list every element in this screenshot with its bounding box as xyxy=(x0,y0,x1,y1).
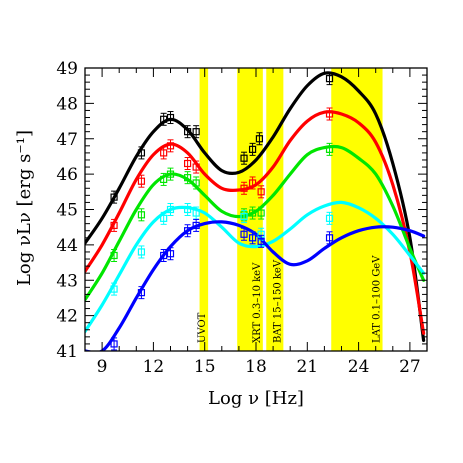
band-label-0: UVOT xyxy=(197,312,208,343)
data-point-0-7 xyxy=(248,142,257,156)
series-curve-1 xyxy=(85,110,426,335)
data-point-0-4 xyxy=(184,125,192,139)
data-point-1-2 xyxy=(160,146,168,160)
y-tick-label-2: 43 xyxy=(56,271,78,291)
data-point-4-5 xyxy=(192,218,200,232)
data-point-4-4 xyxy=(184,224,192,238)
data-point-1-5 xyxy=(192,160,200,174)
y-tick-label-8: 49 xyxy=(56,59,78,79)
data-point-4-0 xyxy=(110,337,118,351)
data-point-4-8 xyxy=(257,234,265,248)
data-point-0-5 xyxy=(192,125,200,139)
data-point-0-9 xyxy=(325,72,334,86)
x-tick-label-5: 24 xyxy=(348,357,370,377)
data-point-2-1 xyxy=(137,208,146,222)
data-point-4-3 xyxy=(166,247,175,261)
band-0 xyxy=(199,68,209,351)
x-tick-label-1: 12 xyxy=(143,357,165,377)
data-point-3-6 xyxy=(240,210,248,224)
band-label-2: BAT 15–150 keV xyxy=(272,259,283,343)
data-point-2-4 xyxy=(184,171,192,185)
data-point-4-1 xyxy=(137,286,146,300)
data-point-4-9 xyxy=(325,231,334,245)
data-point-2-9 xyxy=(325,142,334,156)
data-point-3-3 xyxy=(166,203,175,216)
series-curve-0 xyxy=(85,71,426,342)
x-tick-label-6: 27 xyxy=(399,357,421,377)
data-point-3-0 xyxy=(110,282,118,296)
data-point-2-7 xyxy=(248,206,257,220)
x-tick-label-0: 9 xyxy=(97,357,108,377)
data-points xyxy=(110,72,334,351)
y-tick-label-0: 41 xyxy=(56,342,78,362)
y-axis-title: Log νLν [erg s⁻¹] xyxy=(14,130,35,286)
band-label-3: LAT 0.1–100 GeV xyxy=(372,255,383,343)
y-tick-label-3: 44 xyxy=(56,236,78,256)
data-point-2-2 xyxy=(160,172,168,186)
data-point-2-3 xyxy=(166,167,175,181)
tick-labels: 9 12 15 18 21 24 27 41 42 43 44 45 46 47 48 49 xyxy=(56,59,420,377)
series-curve-3 xyxy=(85,200,426,334)
data-point-1-7 xyxy=(248,176,257,190)
data-point-3-4 xyxy=(184,203,192,216)
data-point-3-9 xyxy=(325,211,334,225)
data-point-4-2 xyxy=(160,248,168,262)
data-point-1-9 xyxy=(325,107,334,121)
data-point-4-6 xyxy=(240,227,248,241)
data-point-1-8 xyxy=(257,185,265,199)
data-point-3-2 xyxy=(160,211,168,225)
x-tick-label-2: 15 xyxy=(194,357,216,377)
y-tick-label-7: 48 xyxy=(56,94,78,114)
band-labels: UVOT XRT 0.3–10 keV BAT 15–150 keV LAT 0.1–… xyxy=(197,255,382,343)
y-tick-label-5: 46 xyxy=(56,165,78,185)
data-point-0-2 xyxy=(160,112,168,126)
data-point-0-3 xyxy=(166,111,175,125)
axis-ticks xyxy=(84,67,428,352)
data-point-0-1 xyxy=(137,146,146,160)
observation-bands xyxy=(199,68,383,351)
data-point-1-3 xyxy=(166,139,175,153)
data-point-1-1 xyxy=(137,174,146,188)
x-tick-label-4: 21 xyxy=(296,357,318,377)
y-tick-label-4: 45 xyxy=(56,201,78,221)
data-point-2-5 xyxy=(192,176,200,190)
data-point-1-0 xyxy=(110,218,118,232)
y-tick-label-6: 47 xyxy=(56,130,78,150)
data-point-0-6 xyxy=(240,151,248,165)
x-axis-title: Log ν [Hz] xyxy=(208,388,304,409)
y-tick-label-1: 42 xyxy=(56,307,78,327)
data-point-1-6 xyxy=(240,181,248,195)
data-point-1-4 xyxy=(184,157,192,171)
data-point-4-7 xyxy=(248,231,257,245)
band-3 xyxy=(331,68,383,351)
data-point-0-8 xyxy=(255,132,264,146)
data-point-3-1 xyxy=(137,245,146,259)
data-point-2-8 xyxy=(257,206,265,220)
data-point-0-0 xyxy=(110,190,118,204)
band-label-1: XRT 0.3–10 keV xyxy=(252,262,263,343)
x-tick-label-3: 18 xyxy=(245,357,267,377)
data-point-2-0 xyxy=(110,248,118,262)
